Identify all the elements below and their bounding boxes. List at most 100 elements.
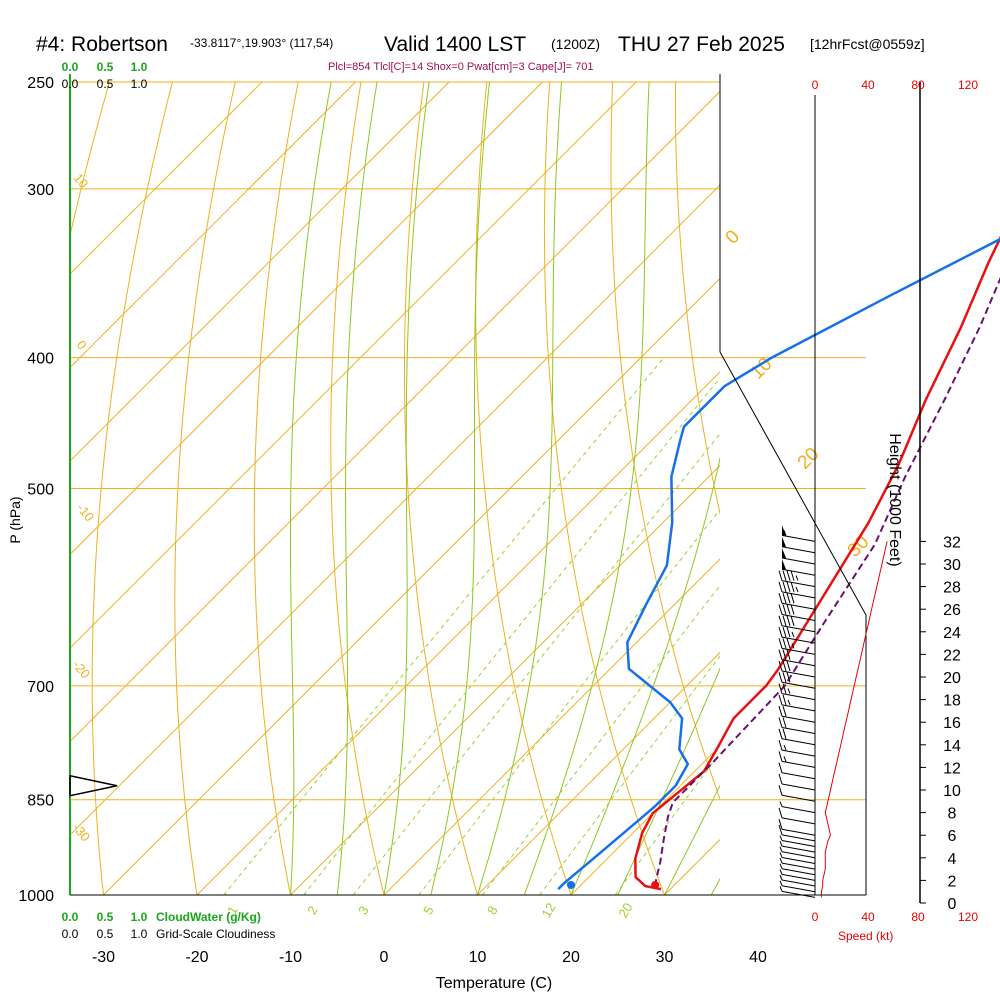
pressure-tick-label: 500	[27, 482, 54, 499]
temperature-tick-label: -10	[279, 949, 302, 966]
barb-full	[778, 593, 783, 604]
cloudwater-label: CloudWater (g/Kg)	[156, 910, 261, 924]
barb-full	[778, 785, 783, 796]
dry-adiabat	[174, 82, 236, 895]
height-tick-label: 20	[943, 670, 961, 687]
wind-barb	[779, 886, 816, 898]
moist-adiabat	[336, 82, 378, 895]
wind-barb	[778, 824, 816, 842]
barb-full	[782, 717, 787, 728]
wind-barb	[778, 717, 816, 734]
barb-staff	[781, 704, 816, 712]
wind-barb	[779, 857, 816, 870]
temperature-tick-label: -30	[92, 949, 115, 966]
barb-full	[786, 638, 791, 649]
isotherm	[70, 90, 720, 743]
temperature-line	[634, 235, 1000, 891]
barb-full	[778, 762, 783, 773]
barb-full	[786, 604, 791, 615]
wind-barb	[781, 536, 816, 554]
barb-full	[786, 615, 791, 626]
isotherm	[290, 464, 720, 895]
wind-barb	[781, 525, 816, 542]
barb-staff	[781, 693, 816, 701]
wind-barb	[778, 694, 816, 712]
dry-adiabat	[475, 82, 572, 895]
barb-half	[779, 840, 783, 847]
barb-full	[782, 604, 787, 615]
speed-profile-line	[820, 541, 888, 898]
wind-barb	[779, 869, 816, 881]
wind-barb	[778, 728, 816, 746]
isotherm	[70, 82, 637, 649]
speed-tick-bottom: 0	[812, 910, 819, 924]
barb-staff	[781, 834, 816, 842]
barb-full	[782, 626, 787, 638]
barb-full	[786, 649, 791, 660]
isotherm	[196, 371, 720, 895]
barb-half	[779, 857, 783, 864]
height-tick-label: 6	[948, 828, 957, 845]
height-tick-label: 32	[943, 534, 961, 551]
moist-adiabat	[570, 455, 720, 895]
valid-date: THU 27 Feb 2025	[618, 33, 785, 56]
barb-full	[778, 683, 783, 694]
barb-full	[778, 773, 783, 785]
barb-full	[782, 694, 787, 706]
height-tick-label: 28	[943, 580, 961, 597]
barb-staff	[781, 840, 816, 847]
barb-half	[791, 631, 795, 638]
barb-half	[783, 530, 787, 536]
barb-full	[782, 683, 787, 694]
barb-full	[778, 581, 783, 593]
speed-tick-top: 0	[812, 78, 819, 92]
cloudwater-tick-bottom: 0.5	[97, 910, 114, 924]
mixing-ratio-label: 12	[538, 900, 558, 920]
barb-full	[782, 593, 787, 604]
wind-barb	[779, 874, 816, 887]
wind-barb	[781, 548, 816, 565]
cloudiness-label: Grid-Scale Cloudiness	[156, 927, 275, 941]
barb-staff	[781, 856, 816, 864]
cloudwater-tick-top: 1.0	[131, 60, 148, 74]
barb-staff	[781, 760, 816, 768]
wind-barb	[779, 846, 816, 859]
dry-adiabat	[543, 82, 665, 895]
dry-adiabat	[610, 82, 720, 801]
barb-staff	[781, 557, 816, 565]
wind-barb	[778, 649, 816, 667]
barb-staff	[781, 851, 816, 859]
barb-staff	[781, 783, 816, 791]
dry-adiabat	[330, 82, 385, 895]
wind-barb	[779, 880, 816, 893]
speed-tick-bottom: 120	[958, 910, 978, 924]
temperature-tick-label: 0	[380, 949, 389, 966]
barb-full	[778, 717, 783, 728]
barb-full	[778, 739, 783, 751]
barb-half	[779, 869, 783, 875]
isotherm	[570, 745, 720, 895]
height-tick-label: 18	[943, 693, 961, 710]
barb-staff	[781, 879, 816, 887]
forecast-info: [12hrFcst@0559z]	[810, 36, 925, 52]
moist-adiabat	[430, 82, 490, 895]
speed-tick-top: 120	[958, 78, 978, 92]
dewpoint-line	[557, 237, 1000, 890]
barb-half	[783, 744, 787, 751]
barb-half	[791, 643, 795, 649]
barb-full	[778, 604, 783, 615]
profiles	[557, 235, 1000, 891]
barb-half	[779, 874, 783, 881]
barb-half	[779, 880, 783, 886]
barb-half	[779, 801, 783, 807]
pressure-tick-label: 700	[27, 679, 54, 696]
pressure-tick-label: 1000	[18, 888, 54, 905]
cloudwater-tick-bottom: 1.0	[131, 910, 148, 924]
barb-full	[778, 615, 783, 626]
valid-time: Valid 1400 LST	[384, 33, 526, 56]
height-tick-label: 22	[943, 647, 961, 664]
barb-full	[782, 728, 787, 739]
temperature-tick-label: 10	[469, 949, 487, 966]
barb-staff	[781, 890, 816, 898]
